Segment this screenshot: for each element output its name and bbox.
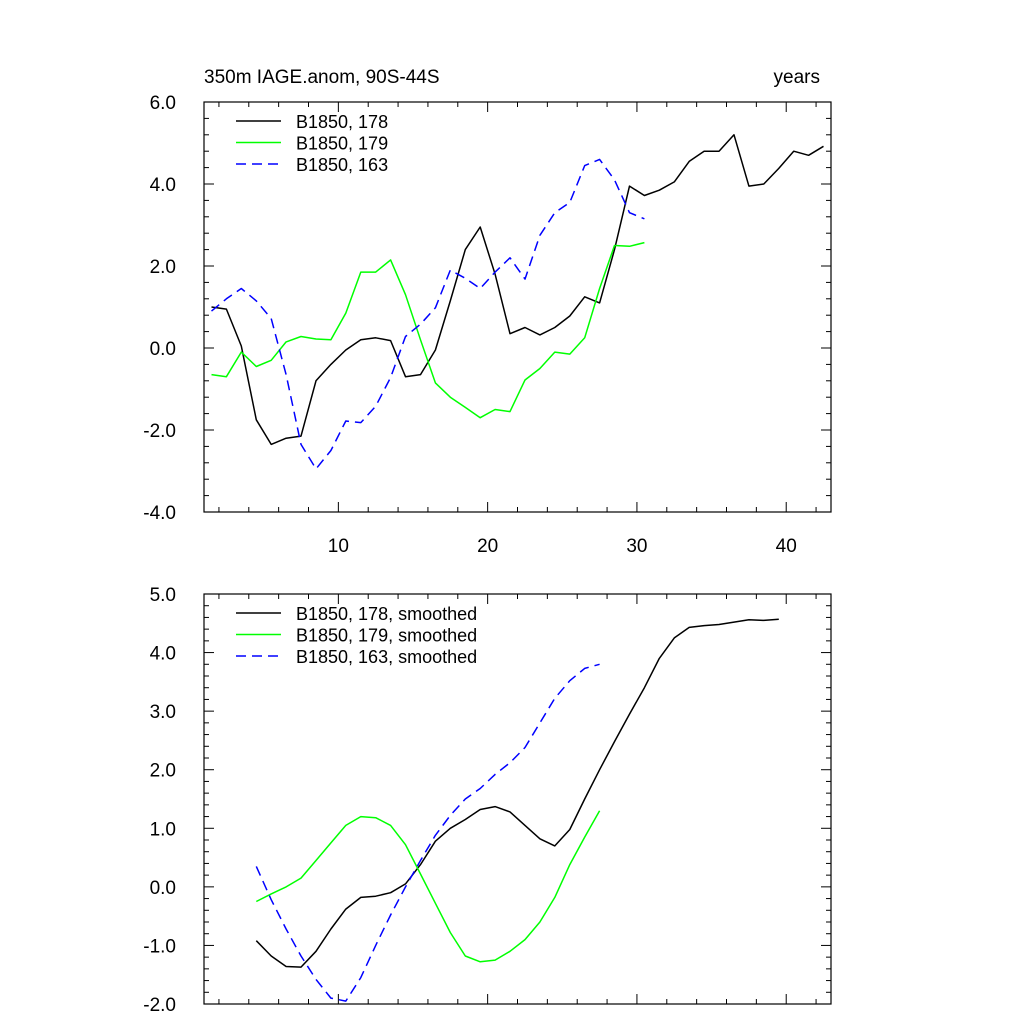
bottom-legend-label-3: B1850, 163, smoothed bbox=[296, 647, 477, 667]
bottom-y-tick-label: -2.0 bbox=[143, 995, 176, 1016]
bottom-y-tick-label: 2.0 bbox=[150, 761, 176, 782]
top-series-line-1 bbox=[211, 134, 824, 446]
bottom-y-tick-label: 5.0 bbox=[150, 585, 176, 606]
top-x-tick-label: 20 bbox=[477, 536, 498, 557]
top-series-line-3 bbox=[211, 158, 645, 470]
bottom-series-line-3 bbox=[255, 663, 600, 1002]
bottom-legend-label-1: B1850, 178, smoothed bbox=[296, 604, 477, 624]
bottom-series-line-2 bbox=[255, 810, 601, 963]
top-panel: 350m IAGE.anom, 90S-44S years -4.0 -2.0 0.… bbox=[143, 67, 832, 557]
bottom-series-line-1 bbox=[255, 618, 779, 968]
top-y-tick-label: 6.0 bbox=[150, 93, 176, 114]
bottom-y-tick-label: 3.0 bbox=[150, 702, 176, 723]
top-legend-label-3: B1850, 163 bbox=[296, 155, 388, 175]
bottom-axis-tick-labels: -2.0 -1.0 0.0 1.0 2.0 3.0 4.0 5.0 bbox=[143, 585, 176, 1016]
bottom-y-tick-label: 1.0 bbox=[150, 819, 176, 840]
top-legend-label-2: B1850, 179 bbox=[296, 134, 388, 154]
top-legend-label-1: B1850, 178 bbox=[296, 112, 388, 132]
top-y-tick-label: 4.0 bbox=[150, 175, 176, 196]
bottom-y-tick-label: 4.0 bbox=[150, 644, 176, 665]
bottom-series-group bbox=[255, 618, 779, 1002]
bottom-axis-ticks bbox=[204, 593, 831, 1005]
top-x-tick-label: 40 bbox=[776, 536, 797, 557]
top-series-group bbox=[211, 134, 824, 470]
top-axis-tick-labels: -4.0 -2.0 0.0 2.0 4.0 6.0 10 20 30 40 bbox=[143, 93, 797, 557]
top-y-tick-label: 0.0 bbox=[150, 339, 176, 360]
top-series-line-2 bbox=[211, 241, 645, 419]
top-x-tick-label: 30 bbox=[626, 536, 647, 557]
top-x-tick-label: 10 bbox=[328, 536, 349, 557]
top-y-tick-label: -4.0 bbox=[143, 503, 176, 524]
top-y-tick-label: -2.0 bbox=[143, 421, 176, 442]
top-y-tick-label: 2.0 bbox=[150, 257, 176, 278]
top-axis-ticks bbox=[204, 101, 831, 513]
top-panel-title: 350m IAGE.anom, 90S-44S bbox=[204, 67, 440, 88]
bottom-y-tick-label: 0.0 bbox=[150, 878, 176, 899]
bottom-panel: -2.0 -1.0 0.0 1.0 2.0 3.0 4.0 5.0 B1850, 178, s… bbox=[143, 585, 832, 1016]
top-panel-right-label: years bbox=[774, 67, 820, 88]
bottom-legend-label-2: B1850, 179, smoothed bbox=[296, 626, 477, 646]
bottom-y-tick-label: -1.0 bbox=[143, 936, 176, 957]
